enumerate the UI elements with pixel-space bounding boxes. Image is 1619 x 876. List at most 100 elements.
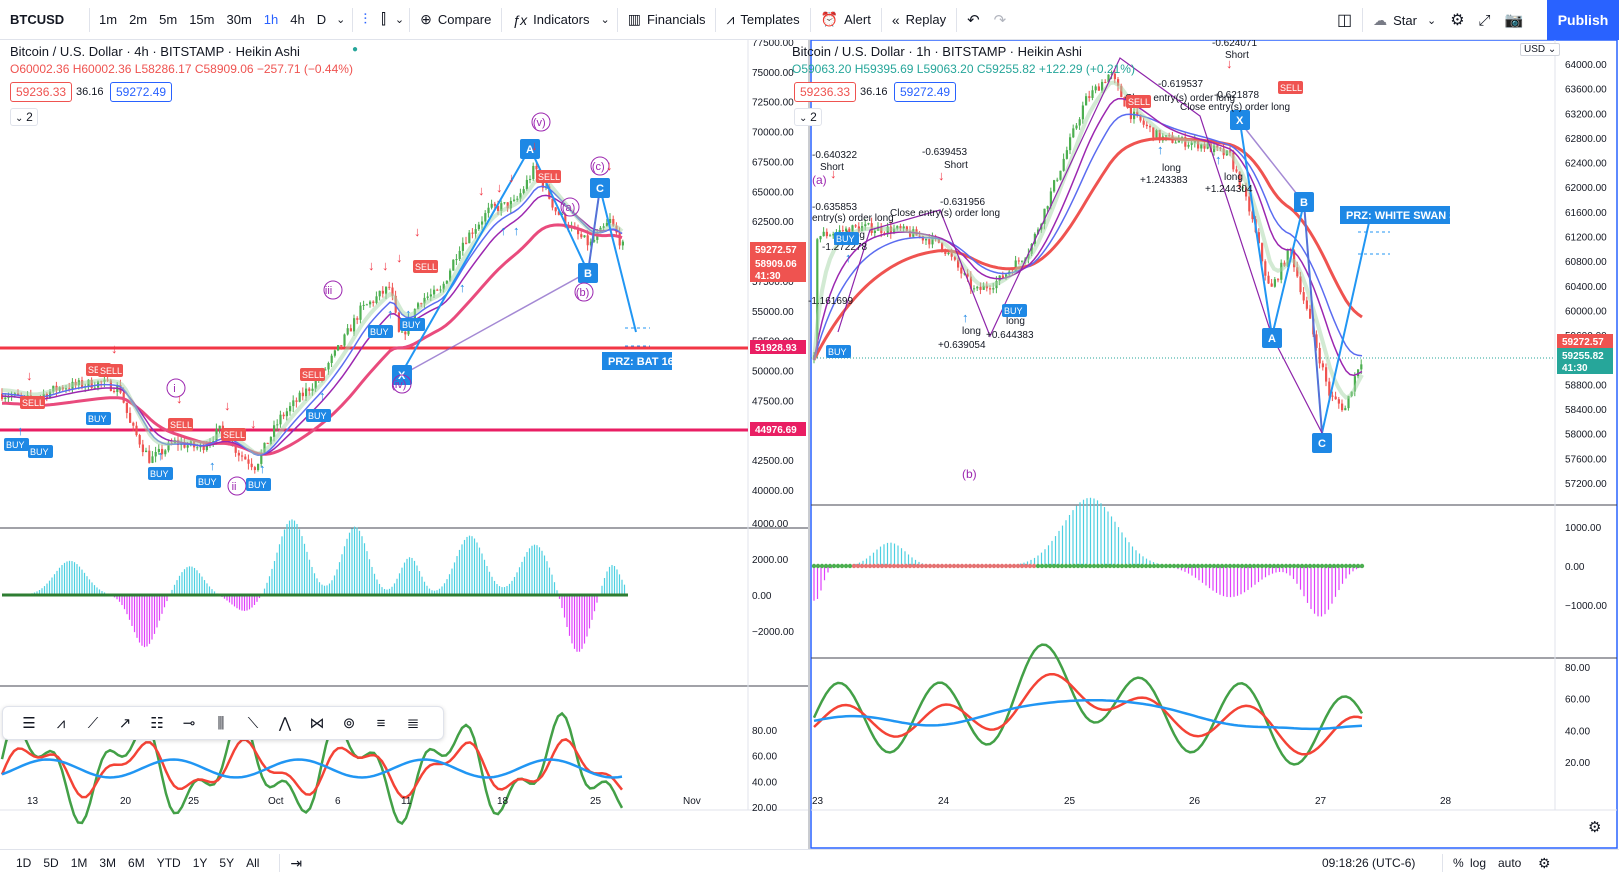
candle (982, 285, 985, 290)
settings-lines-icon[interactable]: ≡ (376, 714, 386, 732)
bar-style-icon[interactable]: ⫶ (363, 11, 368, 28)
range-6M[interactable]: 6M (128, 856, 145, 870)
goto-date-icon[interactable]: ⇥ (290, 854, 303, 871)
prz-badge[interactable] (1340, 206, 1450, 224)
interval-15m[interactable]: 15m (189, 12, 215, 27)
candle (1337, 399, 1340, 404)
interval-4h[interactable]: 4h (290, 12, 305, 27)
chevron-down-icon[interactable]: ⌄ (600, 14, 610, 26)
settings-icon[interactable]: ⚙ (1538, 854, 1551, 871)
divider (501, 7, 503, 32)
candle (93, 387, 96, 389)
range-1M[interactable]: 1M (70, 856, 88, 870)
interval-1h[interactable]: 1h (263, 12, 279, 27)
range-All[interactable]: All (246, 856, 260, 870)
candles-icon[interactable]: ⫿ (381, 11, 386, 28)
publish-button[interactable]: Publish (1547, 0, 1619, 40)
xabcd-icon[interactable]: ⋈ (309, 715, 325, 732)
currency-selector[interactable]: USD ⌄ (1520, 43, 1561, 56)
right-ohlc: O59063.20 H59395.69 L59063.20 C59255.82 … (792, 62, 1135, 76)
chevron-down-icon[interactable]: ⌄ (336, 14, 346, 26)
chevron-down-icon[interactable]: ⌄ (394, 14, 405, 26)
camera-icon[interactable]: 📷 (1504, 12, 1524, 29)
alert-button[interactable]: ⏰ Alert (814, 0, 878, 40)
candle (362, 304, 365, 306)
more-tools-icon[interactable]: ≣ (406, 715, 420, 732)
clock-time[interactable]: 09:18:26 (UTC-6) (1322, 856, 1416, 870)
candle (992, 288, 995, 290)
candle (883, 232, 886, 234)
interval-5m[interactable]: 5m (159, 12, 178, 27)
candle (391, 287, 394, 296)
horizontal-line-icon[interactable]: ⊸ (182, 715, 196, 732)
log-toggle[interactable]: log (1470, 856, 1487, 870)
interval-D[interactable]: D (316, 12, 327, 27)
ray-icon[interactable]: ↗ (118, 715, 132, 732)
bid-price-box[interactable]: 59236.33 (10, 82, 73, 102)
star-button[interactable]: ☁ Star ⌄ (1366, 0, 1443, 40)
candle (493, 203, 496, 206)
indicator-collapse-toggle[interactable]: ⌄ 2 (794, 108, 822, 126)
layout-icon[interactable]: ◫ (1337, 12, 1353, 29)
ask-price-box[interactable]: 59272.49 (894, 82, 957, 102)
candle (1232, 152, 1235, 170)
left-ohlc: O60002.36 H60002.36 L58286.17 C58909.06 … (10, 62, 353, 76)
candle (516, 198, 519, 200)
bid-price-box[interactable]: 59236.33 (794, 82, 857, 102)
position-icon[interactable]: ⫼ (217, 714, 225, 732)
gear-icon[interactable]: ⚙ (1588, 819, 1601, 836)
trade-annotation: Short (944, 160, 968, 171)
signal-label: SELL (302, 370, 324, 380)
auto-toggle[interactable]: auto (1498, 856, 1522, 870)
price-label: 41:30 (755, 271, 781, 282)
candle (1101, 81, 1104, 91)
templates-button[interactable]: ⩘ Templates (719, 0, 806, 40)
fib-icon[interactable]: ☷ (150, 715, 164, 732)
signal-label: BUY (88, 414, 107, 424)
range-5Y[interactable]: 5Y (219, 856, 235, 870)
elliott-icon[interactable]: ⋀ (278, 715, 292, 732)
signal-badge (246, 478, 271, 491)
candle (1021, 260, 1024, 262)
candle (276, 424, 279, 426)
range-YTD[interactable]: YTD (156, 856, 181, 870)
zero-dot (1071, 563, 1077, 569)
range-1Y[interactable]: 1Y (192, 856, 208, 870)
fullscreen-icon[interactable]: ⤢ (1478, 11, 1491, 29)
trend-line-icon[interactable]: ⟋ (87, 714, 99, 732)
gear-icon[interactable]: ⚙ (1450, 12, 1465, 29)
time-tick: 27 (1315, 796, 1327, 807)
percent-toggle[interactable]: % (1453, 856, 1464, 870)
compare-button[interactable]: ⊕ Compare (413, 0, 498, 40)
interval-2m[interactable]: 2m (129, 12, 148, 27)
range-1D[interactable]: 1D (16, 856, 32, 870)
candle (1293, 250, 1296, 268)
interval-1m[interactable]: 1m (99, 12, 118, 27)
zero-dot (863, 563, 869, 569)
candle (941, 242, 944, 250)
financials-button[interactable]: ▥ Financials (621, 0, 713, 40)
line-icon[interactable]: ⟍ (247, 714, 259, 732)
symbol-search[interactable]: BTCUSD (10, 12, 65, 27)
redo-icon[interactable]: ↷ (993, 11, 1007, 29)
replay-button[interactable]: « Replay (885, 0, 953, 40)
indicators-button[interactable]: ƒx Indicators (505, 0, 596, 40)
range-5D[interactable]: 5D (43, 856, 59, 870)
zero-dot (831, 563, 837, 569)
prz-badge[interactable] (602, 352, 672, 370)
right-chart[interactable] (810, 40, 1619, 849)
zero-dot (1087, 563, 1093, 569)
magnet-icon[interactable]: ⊚ (342, 715, 356, 732)
pattern-point (1294, 192, 1314, 212)
interval-30m[interactable]: 30m (226, 12, 252, 27)
candle (605, 222, 608, 227)
ask-price-box[interactable]: 59272.49 (110, 82, 173, 102)
range-3M[interactable]: 3M (99, 856, 117, 870)
undo-icon[interactable]: ↶ (967, 11, 980, 29)
drag-handle-icon[interactable]: ☰ (22, 715, 36, 732)
pattern-icon[interactable]: ⩘ (56, 714, 66, 732)
indicator-collapse-toggle[interactable]: ⌄ 2 (10, 108, 38, 126)
